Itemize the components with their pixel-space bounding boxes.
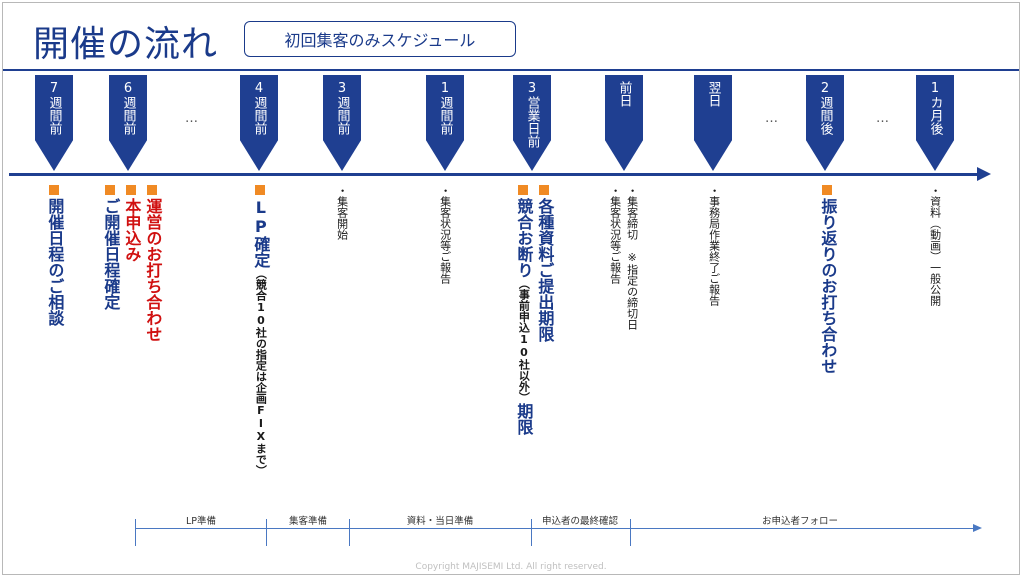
ellipsis-1: … bbox=[185, 111, 199, 126]
phase-collection-prep: 集客準備 bbox=[288, 516, 328, 527]
marker-2-weeks-after: 2週間後 bbox=[806, 75, 844, 171]
marker-day-after: 翌日 bbox=[694, 75, 732, 171]
phase-band-arrowhead bbox=[973, 524, 982, 532]
phase-divider bbox=[266, 519, 267, 546]
bullet-square-icon bbox=[822, 185, 833, 195]
bullet-square-icon bbox=[255, 185, 266, 195]
bullet-square-icon bbox=[49, 185, 60, 195]
page-title: 開催の流れ bbox=[33, 24, 219, 65]
phase-final-check: 申込者の最終確認 bbox=[541, 516, 619, 527]
schedule-type-badge: 初回集客のみスケジュール bbox=[244, 21, 516, 57]
milestone-collection-start: ・集客開始 bbox=[335, 185, 349, 240]
title-divider bbox=[3, 69, 1019, 71]
bullet-square-icon bbox=[105, 185, 116, 195]
milestone-date-confirmed: ご開催日程確定 bbox=[101, 185, 120, 310]
marker-7-weeks-before: 7週間前 bbox=[35, 75, 73, 171]
marker-3-weeks-before: 3週間前 bbox=[323, 75, 361, 171]
marker-1-month-after: 1カ月後 bbox=[916, 75, 954, 171]
milestone-materials-deadline: 各種資料ご提出期限 bbox=[535, 185, 554, 342]
milestone-public-release: ・資料（動画）一般公開 bbox=[928, 185, 942, 306]
phase-divider bbox=[135, 519, 136, 546]
milestone-office-work-complete: ・事務局作業終了ご報告 bbox=[707, 185, 721, 306]
marker-1-week-before: 1週間前 bbox=[426, 75, 464, 171]
ellipsis-2: … bbox=[765, 111, 779, 126]
phase-lp-prep: LP準備 bbox=[185, 516, 217, 527]
milestone-collection-report-1: ・集客状況等ご報告 bbox=[438, 185, 452, 284]
copyright-footer: Copyright MAJISEMI Ltd. All right reserv… bbox=[415, 562, 607, 572]
timeline-arrowhead bbox=[977, 167, 991, 181]
milestone-competitor-refusal-deadline: 競合お断り（事前申込10社以外）期限 bbox=[514, 185, 533, 435]
milestone-operation-meeting: 運営のお打ち合わせ bbox=[143, 185, 162, 342]
phase-divider bbox=[630, 519, 631, 546]
marker-4-weeks-before: 4週間前 bbox=[240, 75, 278, 171]
marker-day-before: 前日 bbox=[605, 75, 643, 171]
timeline: 7週間前 6週間前 … 4週間前 3週間前 1週間前 3営業日前 前日 翌日 …… bbox=[3, 3, 1019, 576]
bullet-square-icon bbox=[518, 185, 529, 195]
marker-3-business-days-before: 3営業日前 bbox=[513, 75, 551, 171]
milestone-collection-report-2: ・集客状況等ご報告 bbox=[608, 185, 622, 284]
phase-follow-up: お申込者フォロー bbox=[761, 516, 839, 527]
milestone-review-meeting: 振り返りのお打ち合わせ bbox=[818, 185, 837, 374]
timeline-axis bbox=[9, 173, 979, 176]
phase-band-line bbox=[135, 528, 975, 529]
phase-materials-prep: 資料・当日準備 bbox=[406, 516, 474, 527]
phase-divider bbox=[349, 519, 350, 546]
milestone-schedule-consult: 開催日程のご相談 bbox=[45, 185, 64, 326]
milestone-application: 本申込み bbox=[122, 185, 141, 262]
milestone-lp-confirmed: LP確定（競合10社の指定は企画FIXまで） bbox=[251, 185, 270, 476]
ellipsis-3: … bbox=[876, 111, 890, 126]
milestone-collection-deadline: ・集客締切 ※指定の締切日 bbox=[625, 185, 639, 330]
bullet-square-icon bbox=[147, 185, 158, 195]
phase-divider bbox=[531, 519, 532, 546]
bullet-square-icon bbox=[539, 185, 550, 195]
bullet-square-icon bbox=[126, 185, 137, 195]
marker-6-weeks-before: 6週間前 bbox=[109, 75, 147, 171]
